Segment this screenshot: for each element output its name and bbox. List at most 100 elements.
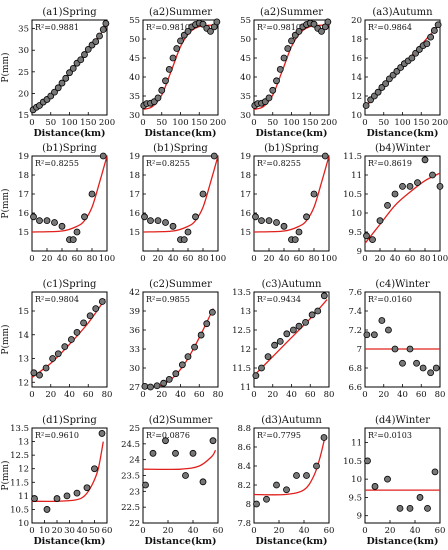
x-tick-label: 40: [168, 254, 179, 264]
y-tick-label: 16: [18, 209, 29, 219]
data-point: [207, 27, 214, 35]
panel-title: (c1)Spring: [43, 279, 97, 290]
y-tick-label: 23.5: [121, 472, 140, 482]
y-tick-label: 20: [18, 89, 29, 99]
y-tick-label: 11: [240, 383, 251, 393]
panel-2: (a2)Summer R²=0.9810 0 50 100 150 200 30 35 40 45 5…: [129, 7, 226, 139]
data-point: [423, 40, 431, 48]
data-point: [310, 20, 318, 28]
y-tick-label: 15: [18, 111, 29, 121]
data-point: [265, 217, 273, 225]
data-point: [43, 217, 51, 225]
r-squared-label: R²=0.0876: [146, 431, 190, 440]
data-point: [177, 37, 184, 45]
y-tick-label: 22: [129, 519, 140, 529]
y-tick-label: 19: [240, 152, 251, 162]
x-tick-label: 80: [198, 254, 209, 264]
x-tick-label: 0: [140, 254, 145, 264]
data-point: [73, 489, 81, 497]
x-tick-label: 200: [210, 118, 226, 128]
data-point: [302, 318, 309, 326]
x-tick-label: 20: [163, 526, 174, 536]
data-point: [178, 361, 186, 369]
y-tick-label: 17: [240, 190, 251, 200]
data-point: [324, 18, 332, 26]
x-tick-label: 80: [87, 254, 98, 264]
fit-curve: [31, 24, 108, 112]
data-point: [53, 495, 61, 502]
y-tick-label: 35: [129, 92, 140, 102]
x-tick-label: 40: [397, 390, 408, 400]
panel-title: (d4)Winter: [375, 415, 430, 426]
data-point: [414, 179, 421, 187]
data-point: [288, 37, 295, 45]
panel-title: (c2)Summer: [149, 279, 212, 290]
y-tick-label: 42: [129, 288, 140, 298]
data-point: [92, 38, 100, 45]
x-tick-label: 150: [302, 118, 318, 128]
plot-frame: [364, 155, 441, 252]
x-tick-label: 60: [102, 526, 113, 536]
y-tick-label: 10.5: [343, 457, 362, 467]
y-tick-label: 11: [18, 492, 29, 502]
x-tick-label: 0: [251, 254, 256, 264]
y-tick-label: 7.4: [348, 307, 362, 317]
data-point: [284, 45, 292, 52]
data-point: [199, 478, 207, 486]
r-squared-label: R²=0.8255: [35, 159, 79, 168]
x-tick-label: 20: [274, 526, 285, 536]
y-tick-label: 30: [240, 111, 251, 121]
data-point: [165, 375, 173, 383]
y-tick-label: 22.5: [121, 503, 140, 513]
y-tick-label: 10.5: [343, 190, 362, 200]
data-point: [102, 20, 110, 27]
data-point: [69, 236, 77, 244]
x-tick-label: 40: [77, 526, 88, 536]
data-point: [431, 468, 439, 476]
x-tick-label: 20: [267, 390, 278, 400]
data-point: [283, 486, 290, 494]
y-tick-label: 11.5: [10, 478, 29, 488]
y-axis-label: P(mm): [0, 188, 11, 218]
data-point: [162, 219, 169, 226]
data-point: [320, 434, 328, 441]
data-point: [99, 152, 107, 160]
panel-4: (a3)Autumn R²=0.9864 0 50 100 150 200 10 12 14 16 1…: [351, 7, 448, 139]
x-tick-label: 200: [432, 118, 448, 128]
y-tick-label: 9.5: [348, 493, 362, 503]
r-squared-label: R²=0.9804: [35, 295, 79, 304]
data-point: [362, 102, 370, 109]
data-point: [49, 355, 57, 362]
fit-curve: [31, 155, 108, 233]
y-tick-label: 35: [18, 25, 29, 35]
x-tick-label: 0: [29, 390, 34, 400]
data-point: [252, 213, 259, 221]
x-tick-label: 150: [413, 118, 429, 128]
data-point: [406, 182, 414, 190]
data-point: [192, 213, 199, 221]
x-tick-label: 60: [213, 526, 224, 536]
data-point: [84, 45, 92, 53]
y-tick-label: 7.2: [348, 326, 362, 336]
y-tick-label: 11.5: [232, 364, 251, 374]
r-squared-label: R²=0.0103: [368, 431, 412, 440]
data-point: [264, 353, 272, 361]
data-point: [42, 364, 50, 372]
x-tick-label: 200: [99, 118, 115, 128]
x-tick-label: 40: [299, 526, 310, 536]
data-point: [399, 182, 406, 190]
data-point: [197, 331, 205, 339]
panel-title: (a2)Summer: [260, 7, 323, 18]
data-point: [180, 236, 188, 244]
panel-16: (d4)Winter R²=0.0103 0 20 40 60 9 9.5 10 10.5 11 Di…: [343, 415, 445, 547]
data-point: [149, 449, 157, 457]
y-tick-label: 35: [240, 92, 251, 102]
y-tick-label: 25: [129, 424, 140, 434]
data-point: [406, 345, 414, 353]
x-tick-label: 100: [283, 118, 299, 128]
data-point: [399, 359, 406, 367]
data-point: [172, 370, 180, 378]
data-point: [153, 382, 161, 390]
data-point: [273, 219, 280, 226]
